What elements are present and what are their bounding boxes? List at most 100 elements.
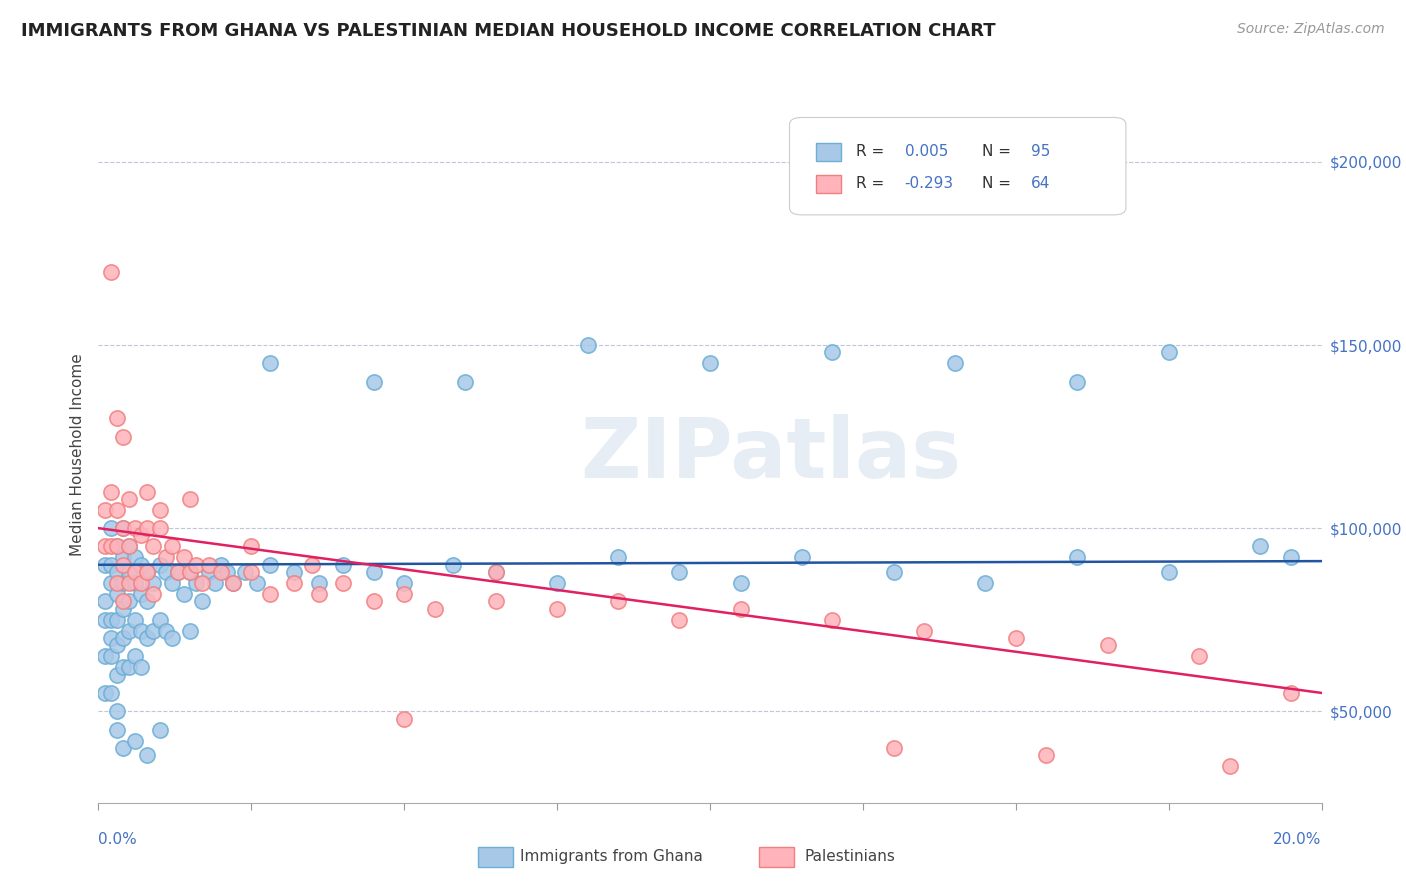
Point [118, 540, 141, 554]
Point [155, 624, 177, 638]
Point [100, 576, 122, 591]
Point [105, 540, 128, 554]
Point [129, 587, 152, 601]
Text: N =: N = [981, 145, 1015, 159]
Point [124, 550, 146, 565]
Point [222, 576, 245, 591]
Point [105, 411, 128, 425]
Point [105, 503, 128, 517]
Point [105, 723, 128, 737]
Point [105, 667, 128, 681]
Point [111, 550, 134, 565]
FancyBboxPatch shape [817, 175, 841, 193]
Point [93, 558, 115, 572]
Point [240, 565, 263, 579]
Text: R =: R = [856, 176, 889, 191]
Point [124, 649, 146, 664]
Y-axis label: Median Household Income: Median Household Income [69, 353, 84, 557]
Point [129, 558, 152, 572]
Point [186, 576, 208, 591]
Point [136, 521, 159, 535]
Point [124, 565, 146, 579]
Point [259, 356, 281, 370]
Point [111, 601, 134, 615]
Text: Source: ZipAtlas.com: Source: ZipAtlas.com [1237, 22, 1385, 37]
Point [283, 576, 305, 591]
Point [179, 491, 201, 506]
Point [105, 613, 128, 627]
Point [124, 733, 146, 747]
Point [124, 576, 146, 591]
Point [100, 521, 122, 535]
Point [118, 540, 141, 554]
Point [149, 613, 172, 627]
Point [233, 565, 256, 579]
Point [111, 660, 134, 674]
Point [100, 484, 122, 499]
Point [129, 528, 152, 542]
Point [821, 345, 844, 359]
Point [392, 587, 416, 601]
Point [363, 565, 385, 579]
Point [118, 660, 141, 674]
Point [118, 624, 141, 638]
Point [149, 503, 172, 517]
Point [699, 356, 721, 370]
Text: 0.0%: 0.0% [98, 832, 138, 847]
Point [1279, 686, 1302, 700]
Point [607, 594, 630, 608]
Point [142, 587, 165, 601]
Point [155, 550, 177, 565]
Point [1219, 759, 1241, 773]
Point [222, 576, 245, 591]
Point [149, 558, 172, 572]
Text: N =: N = [981, 176, 1015, 191]
Point [129, 624, 152, 638]
Point [93, 686, 115, 700]
Point [155, 565, 177, 579]
Point [105, 704, 128, 718]
Point [93, 594, 115, 608]
Point [111, 740, 134, 755]
Point [974, 576, 997, 591]
Point [142, 576, 165, 591]
Text: 64: 64 [1031, 176, 1050, 191]
Point [136, 631, 159, 645]
Point [1066, 375, 1088, 389]
Point [105, 540, 128, 554]
Point [111, 631, 134, 645]
Point [160, 540, 183, 554]
Point [173, 550, 195, 565]
Point [668, 565, 690, 579]
Point [191, 594, 214, 608]
Text: -0.293: -0.293 [904, 176, 953, 191]
Point [1157, 565, 1180, 579]
Point [215, 565, 238, 579]
FancyBboxPatch shape [790, 118, 1126, 215]
Point [100, 613, 122, 627]
Point [129, 576, 152, 591]
Point [423, 601, 446, 615]
Point [240, 540, 263, 554]
Point [118, 491, 141, 506]
Point [111, 521, 134, 535]
FancyBboxPatch shape [817, 143, 841, 161]
Point [1249, 540, 1271, 554]
Point [149, 521, 172, 535]
Text: Palestinians: Palestinians [804, 849, 896, 863]
Point [441, 558, 464, 572]
Point [93, 649, 115, 664]
Point [93, 613, 115, 627]
Point [821, 613, 844, 627]
Text: IMMIGRANTS FROM GHANA VS PALESTINIAN MEDIAN HOUSEHOLD INCOME CORRELATION CHART: IMMIGRANTS FROM GHANA VS PALESTINIAN MED… [21, 22, 995, 40]
Point [111, 594, 134, 608]
Point [160, 576, 183, 591]
Text: 0.005: 0.005 [904, 145, 948, 159]
Point [363, 594, 385, 608]
Point [259, 558, 281, 572]
Point [332, 558, 354, 572]
Point [111, 429, 134, 443]
Point [100, 558, 122, 572]
Point [1035, 748, 1057, 763]
Point [142, 540, 165, 554]
